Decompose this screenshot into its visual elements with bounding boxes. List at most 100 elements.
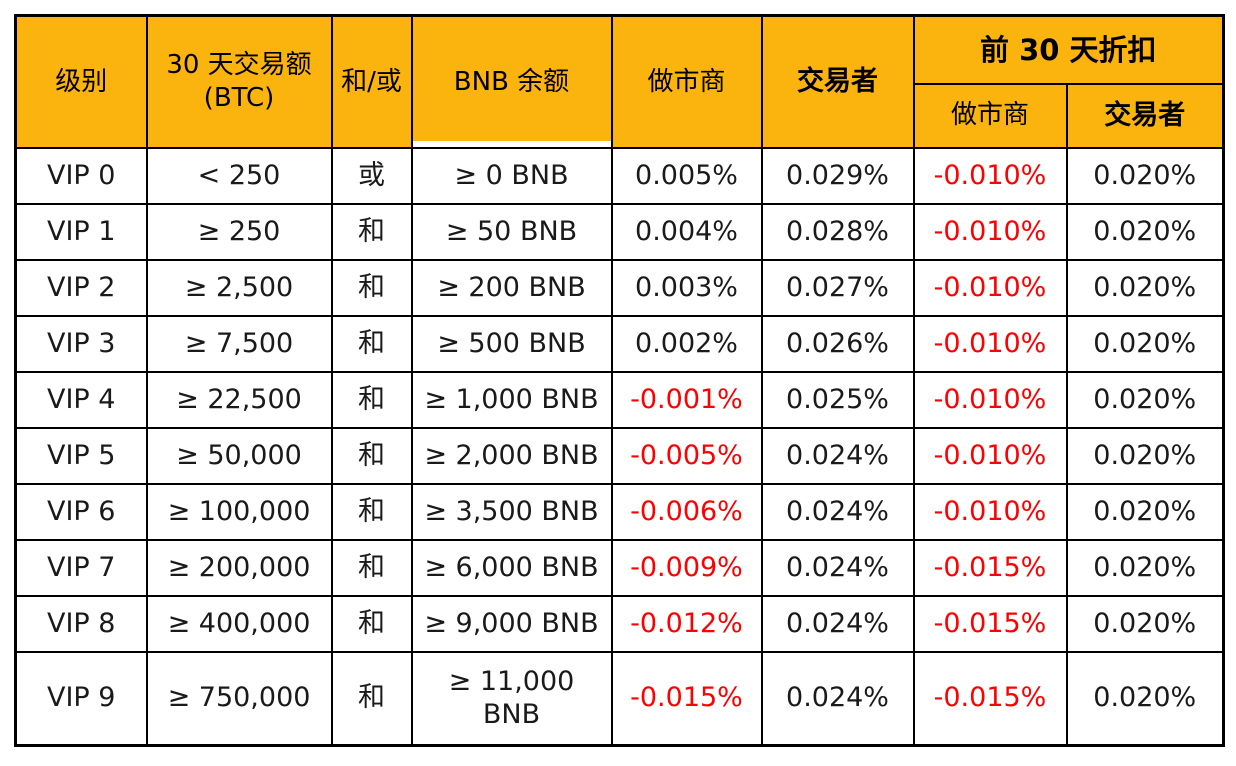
and-or-cell: 和 bbox=[330, 202, 413, 261]
maker-fee-cell: 0.003% bbox=[610, 258, 763, 317]
and-or-cell: 和 bbox=[330, 594, 413, 653]
level-cell: VIP 9 bbox=[14, 650, 148, 747]
header-taker: 交易者 bbox=[760, 14, 915, 149]
level-cell: VIP 2 bbox=[14, 258, 148, 317]
level-cell: VIP 7 bbox=[14, 538, 148, 597]
table-header: 级别 30 天交易额 (BTC) 和/或 BNB 余额 做市商 交易者 前 30… bbox=[14, 14, 1225, 149]
header-discount-maker: 做市商 bbox=[912, 82, 1068, 149]
maker-fee-cell: -0.015% bbox=[610, 650, 763, 747]
volume-cell: ≥ 250 bbox=[145, 202, 333, 261]
header-volume-30d: 30 天交易额 (BTC) bbox=[145, 14, 333, 149]
bnb-cell: ≥ 500 BNB bbox=[410, 314, 613, 373]
table-row: VIP 6 ≥ 100,000 和 ≥ 3,500 BNB -0.006% 0.… bbox=[14, 482, 1225, 541]
level-cell: VIP 8 bbox=[14, 594, 148, 653]
discount-maker-cell: -0.015% bbox=[912, 650, 1068, 747]
maker-fee-cell: -0.012% bbox=[610, 594, 763, 653]
taker-fee-cell: 0.024% bbox=[760, 538, 915, 597]
bnb-cell: ≥ 50 BNB bbox=[410, 202, 613, 261]
taker-fee-cell: 0.029% bbox=[760, 146, 915, 205]
level-cell: VIP 3 bbox=[14, 314, 148, 373]
level-cell: VIP 1 bbox=[14, 202, 148, 261]
table-row: VIP 2 ≥ 2,500 和 ≥ 200 BNB 0.003% 0.027% … bbox=[14, 258, 1225, 317]
vip-fee-table: 级别 30 天交易额 (BTC) 和/或 BNB 余额 做市商 交易者 前 30… bbox=[14, 14, 1225, 747]
bnb-cell: ≥ 0 BNB bbox=[410, 146, 613, 205]
vip-fee-table-container: 级别 30 天交易额 (BTC) 和/或 BNB 余额 做市商 交易者 前 30… bbox=[14, 14, 1225, 747]
volume-cell: ≥ 50,000 bbox=[145, 426, 333, 485]
and-or-cell: 和 bbox=[330, 370, 413, 429]
taker-fee-cell: 0.024% bbox=[760, 650, 915, 747]
taker-fee-cell: 0.028% bbox=[760, 202, 915, 261]
table-row: VIP 0 < 250 或 ≥ 0 BNB 0.005% 0.029% -0.0… bbox=[14, 146, 1225, 205]
discount-maker-cell: -0.010% bbox=[912, 482, 1068, 541]
level-cell: VIP 0 bbox=[14, 146, 148, 205]
taker-fee-cell: 0.025% bbox=[760, 370, 915, 429]
table-body: VIP 0 < 250 或 ≥ 0 BNB 0.005% 0.029% -0.0… bbox=[14, 146, 1225, 747]
bnb-cell: ≥ 9,000 BNB bbox=[410, 594, 613, 653]
and-or-cell: 和 bbox=[330, 482, 413, 541]
header-row-top: 级别 30 天交易额 (BTC) 和/或 BNB 余额 做市商 交易者 前 30… bbox=[14, 14, 1225, 149]
table-row: VIP 8 ≥ 400,000 和 ≥ 9,000 BNB -0.012% 0.… bbox=[14, 594, 1225, 653]
and-or-cell: 和 bbox=[330, 650, 413, 747]
discount-taker-cell: 0.020% bbox=[1065, 426, 1225, 485]
and-or-cell: 和 bbox=[330, 426, 413, 485]
table-row: VIP 5 ≥ 50,000 和 ≥ 2,000 BNB -0.005% 0.0… bbox=[14, 426, 1225, 485]
bnb-cell: ≥ 2,000 BNB bbox=[410, 426, 613, 485]
maker-fee-cell: -0.005% bbox=[610, 426, 763, 485]
table-row: VIP 7 ≥ 200,000 和 ≥ 6,000 BNB -0.009% 0.… bbox=[14, 538, 1225, 597]
discount-maker-cell: -0.010% bbox=[912, 258, 1068, 317]
header-level: 级别 bbox=[14, 14, 148, 149]
maker-fee-cell: 0.002% bbox=[610, 314, 763, 373]
and-or-cell: 或 bbox=[330, 146, 413, 205]
header-maker: 做市商 bbox=[610, 14, 763, 149]
bnb-cell: ≥ 6,000 BNB bbox=[410, 538, 613, 597]
level-cell: VIP 4 bbox=[14, 370, 148, 429]
volume-cell: < 250 bbox=[145, 146, 333, 205]
table-row: VIP 4 ≥ 22,500 和 ≥ 1,000 BNB -0.001% 0.0… bbox=[14, 370, 1225, 429]
taker-fee-cell: 0.024% bbox=[760, 426, 915, 485]
maker-fee-cell: -0.001% bbox=[610, 370, 763, 429]
header-bnb-balance: BNB 余额 bbox=[410, 14, 613, 149]
taker-fee-cell: 0.027% bbox=[760, 258, 915, 317]
discount-taker-cell: 0.020% bbox=[1065, 650, 1225, 747]
discount-taker-cell: 0.020% bbox=[1065, 594, 1225, 653]
and-or-cell: 和 bbox=[330, 538, 413, 597]
maker-fee-cell: 0.005% bbox=[610, 146, 763, 205]
discount-taker-cell: 0.020% bbox=[1065, 370, 1225, 429]
level-cell: VIP 5 bbox=[14, 426, 148, 485]
discount-taker-cell: 0.020% bbox=[1065, 202, 1225, 261]
discount-taker-cell: 0.020% bbox=[1065, 314, 1225, 373]
taker-fee-cell: 0.024% bbox=[760, 482, 915, 541]
discount-maker-cell: -0.010% bbox=[912, 426, 1068, 485]
and-or-cell: 和 bbox=[330, 258, 413, 317]
discount-taker-cell: 0.020% bbox=[1065, 538, 1225, 597]
header-and-or: 和/或 bbox=[330, 14, 413, 149]
discount-maker-cell: -0.010% bbox=[912, 146, 1068, 205]
discount-maker-cell: -0.010% bbox=[912, 314, 1068, 373]
header-row-sub: 做市商 交易者 bbox=[16, 82, 1225, 149]
level-cell: VIP 6 bbox=[14, 482, 148, 541]
volume-cell: ≥ 100,000 bbox=[145, 482, 333, 541]
bnb-cell: ≥ 11,000 BNB bbox=[410, 650, 613, 747]
maker-fee-cell: -0.009% bbox=[610, 538, 763, 597]
table-row: VIP 3 ≥ 7,500 和 ≥ 500 BNB 0.002% 0.026% … bbox=[14, 314, 1225, 373]
maker-fee-cell: -0.006% bbox=[610, 482, 763, 541]
discount-maker-cell: -0.015% bbox=[912, 594, 1068, 653]
volume-cell: ≥ 7,500 bbox=[145, 314, 333, 373]
volume-cell: ≥ 2,500 bbox=[145, 258, 333, 317]
volume-cell: ≥ 22,500 bbox=[145, 370, 333, 429]
discount-maker-cell: -0.010% bbox=[912, 370, 1068, 429]
discount-taker-cell: 0.020% bbox=[1065, 482, 1225, 541]
header-discount-taker: 交易者 bbox=[1065, 82, 1225, 149]
and-or-cell: 和 bbox=[330, 314, 413, 373]
table-row: VIP 9 ≥ 750,000 和 ≥ 11,000 BNB -0.015% 0… bbox=[14, 650, 1225, 747]
maker-fee-cell: 0.004% bbox=[610, 202, 763, 261]
taker-fee-cell: 0.026% bbox=[760, 314, 915, 373]
discount-maker-cell: -0.015% bbox=[912, 538, 1068, 597]
bnb-cell: ≥ 1,000 BNB bbox=[410, 370, 613, 429]
discount-taker-cell: 0.020% bbox=[1065, 146, 1225, 205]
bnb-cell: ≥ 200 BNB bbox=[410, 258, 613, 317]
volume-cell: ≥ 750,000 bbox=[145, 650, 333, 747]
volume-cell: ≥ 200,000 bbox=[145, 538, 333, 597]
bnb-cell: ≥ 3,500 BNB bbox=[410, 482, 613, 541]
taker-fee-cell: 0.024% bbox=[760, 594, 915, 653]
